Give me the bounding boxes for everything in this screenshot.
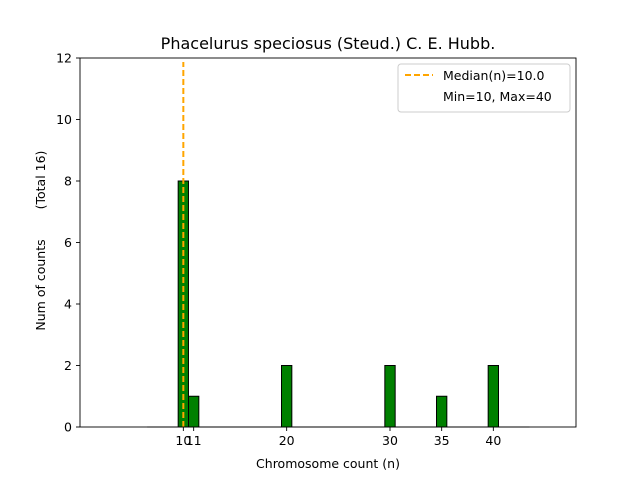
y-tick-label-0: 0: [64, 420, 72, 435]
legend-entry-median: Median(n)=10.0: [443, 68, 544, 83]
y-tick-label-6: 6: [64, 235, 72, 250]
bar-30: [384, 365, 396, 428]
y-tick-label-4: 4: [64, 297, 72, 312]
x-tick-label-20: 20: [279, 433, 295, 448]
bar-35: [436, 395, 448, 428]
legend-box: [397, 63, 571, 113]
y-tick-label-8: 8: [64, 174, 72, 189]
y-axis-ticks: 0 2 4 6 8 10 12: [56, 51, 80, 435]
plot-frame: [79, 57, 577, 428]
x-axis-label: Chromosome count (n): [256, 456, 400, 471]
y-tick-label-10: 10: [56, 112, 72, 127]
x-tick-label-11: 11: [186, 433, 202, 448]
legend: Median(n)=10.0 Min=10, Max=40: [397, 63, 571, 113]
x-tick-label-35: 35: [434, 433, 450, 448]
bar-20: [281, 365, 293, 428]
y-axis-label: Num of counts: [33, 239, 48, 330]
x-tick-label-30: 30: [382, 433, 398, 448]
bar-11: [188, 395, 200, 428]
y-axis-total-label: (Total 16): [33, 151, 48, 210]
y-tick-label-2: 2: [64, 358, 72, 373]
legend-entry-minmax: Min=10, Max=40: [443, 89, 552, 104]
bar-40: [487, 365, 499, 428]
x-tick-label-40: 40: [485, 433, 501, 448]
chart-title: Phacelurus speciosus (Steud.) C. E. Hubb…: [161, 34, 496, 53]
y-tick-label-12: 12: [56, 51, 72, 66]
x-tick-label-10: 10: [175, 433, 191, 448]
